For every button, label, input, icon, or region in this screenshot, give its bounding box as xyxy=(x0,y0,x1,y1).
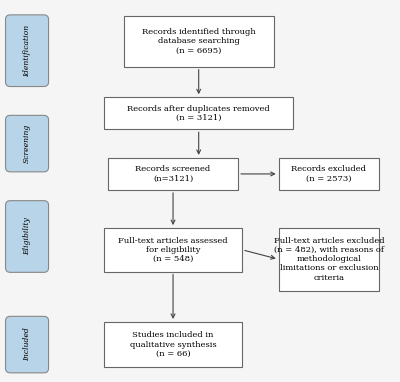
FancyBboxPatch shape xyxy=(6,15,48,87)
Text: Studies included in
qualitative synthesis
(n = 66): Studies included in qualitative synthesi… xyxy=(130,331,216,358)
FancyBboxPatch shape xyxy=(6,115,48,172)
Text: Records after duplicates removed
(n = 3121): Records after duplicates removed (n = 31… xyxy=(127,105,270,122)
Text: Eligibility: Eligibility xyxy=(23,218,31,256)
FancyBboxPatch shape xyxy=(6,201,48,272)
FancyBboxPatch shape xyxy=(279,228,379,291)
FancyBboxPatch shape xyxy=(6,316,48,373)
Text: Records screened
(n=3121): Records screened (n=3121) xyxy=(136,165,211,183)
Text: Identification: Identification xyxy=(23,24,31,77)
FancyBboxPatch shape xyxy=(108,158,238,190)
Text: Included: Included xyxy=(23,328,31,361)
FancyBboxPatch shape xyxy=(104,97,294,129)
Text: Screening: Screening xyxy=(23,124,31,163)
FancyBboxPatch shape xyxy=(104,228,242,272)
FancyBboxPatch shape xyxy=(279,158,379,190)
Text: Records identified through
database searching
(n = 6695): Records identified through database sear… xyxy=(142,28,256,54)
FancyBboxPatch shape xyxy=(124,16,274,67)
Text: Full-text articles assessed
for eligibility
(n = 548): Full-text articles assessed for eligibil… xyxy=(118,236,228,263)
Text: Full-text articles excluded
(n = 482), with reasons of
methodological
limitation: Full-text articles excluded (n = 482), w… xyxy=(274,237,384,282)
FancyBboxPatch shape xyxy=(104,322,242,367)
Text: Records excluded
(n = 2573): Records excluded (n = 2573) xyxy=(292,165,366,183)
